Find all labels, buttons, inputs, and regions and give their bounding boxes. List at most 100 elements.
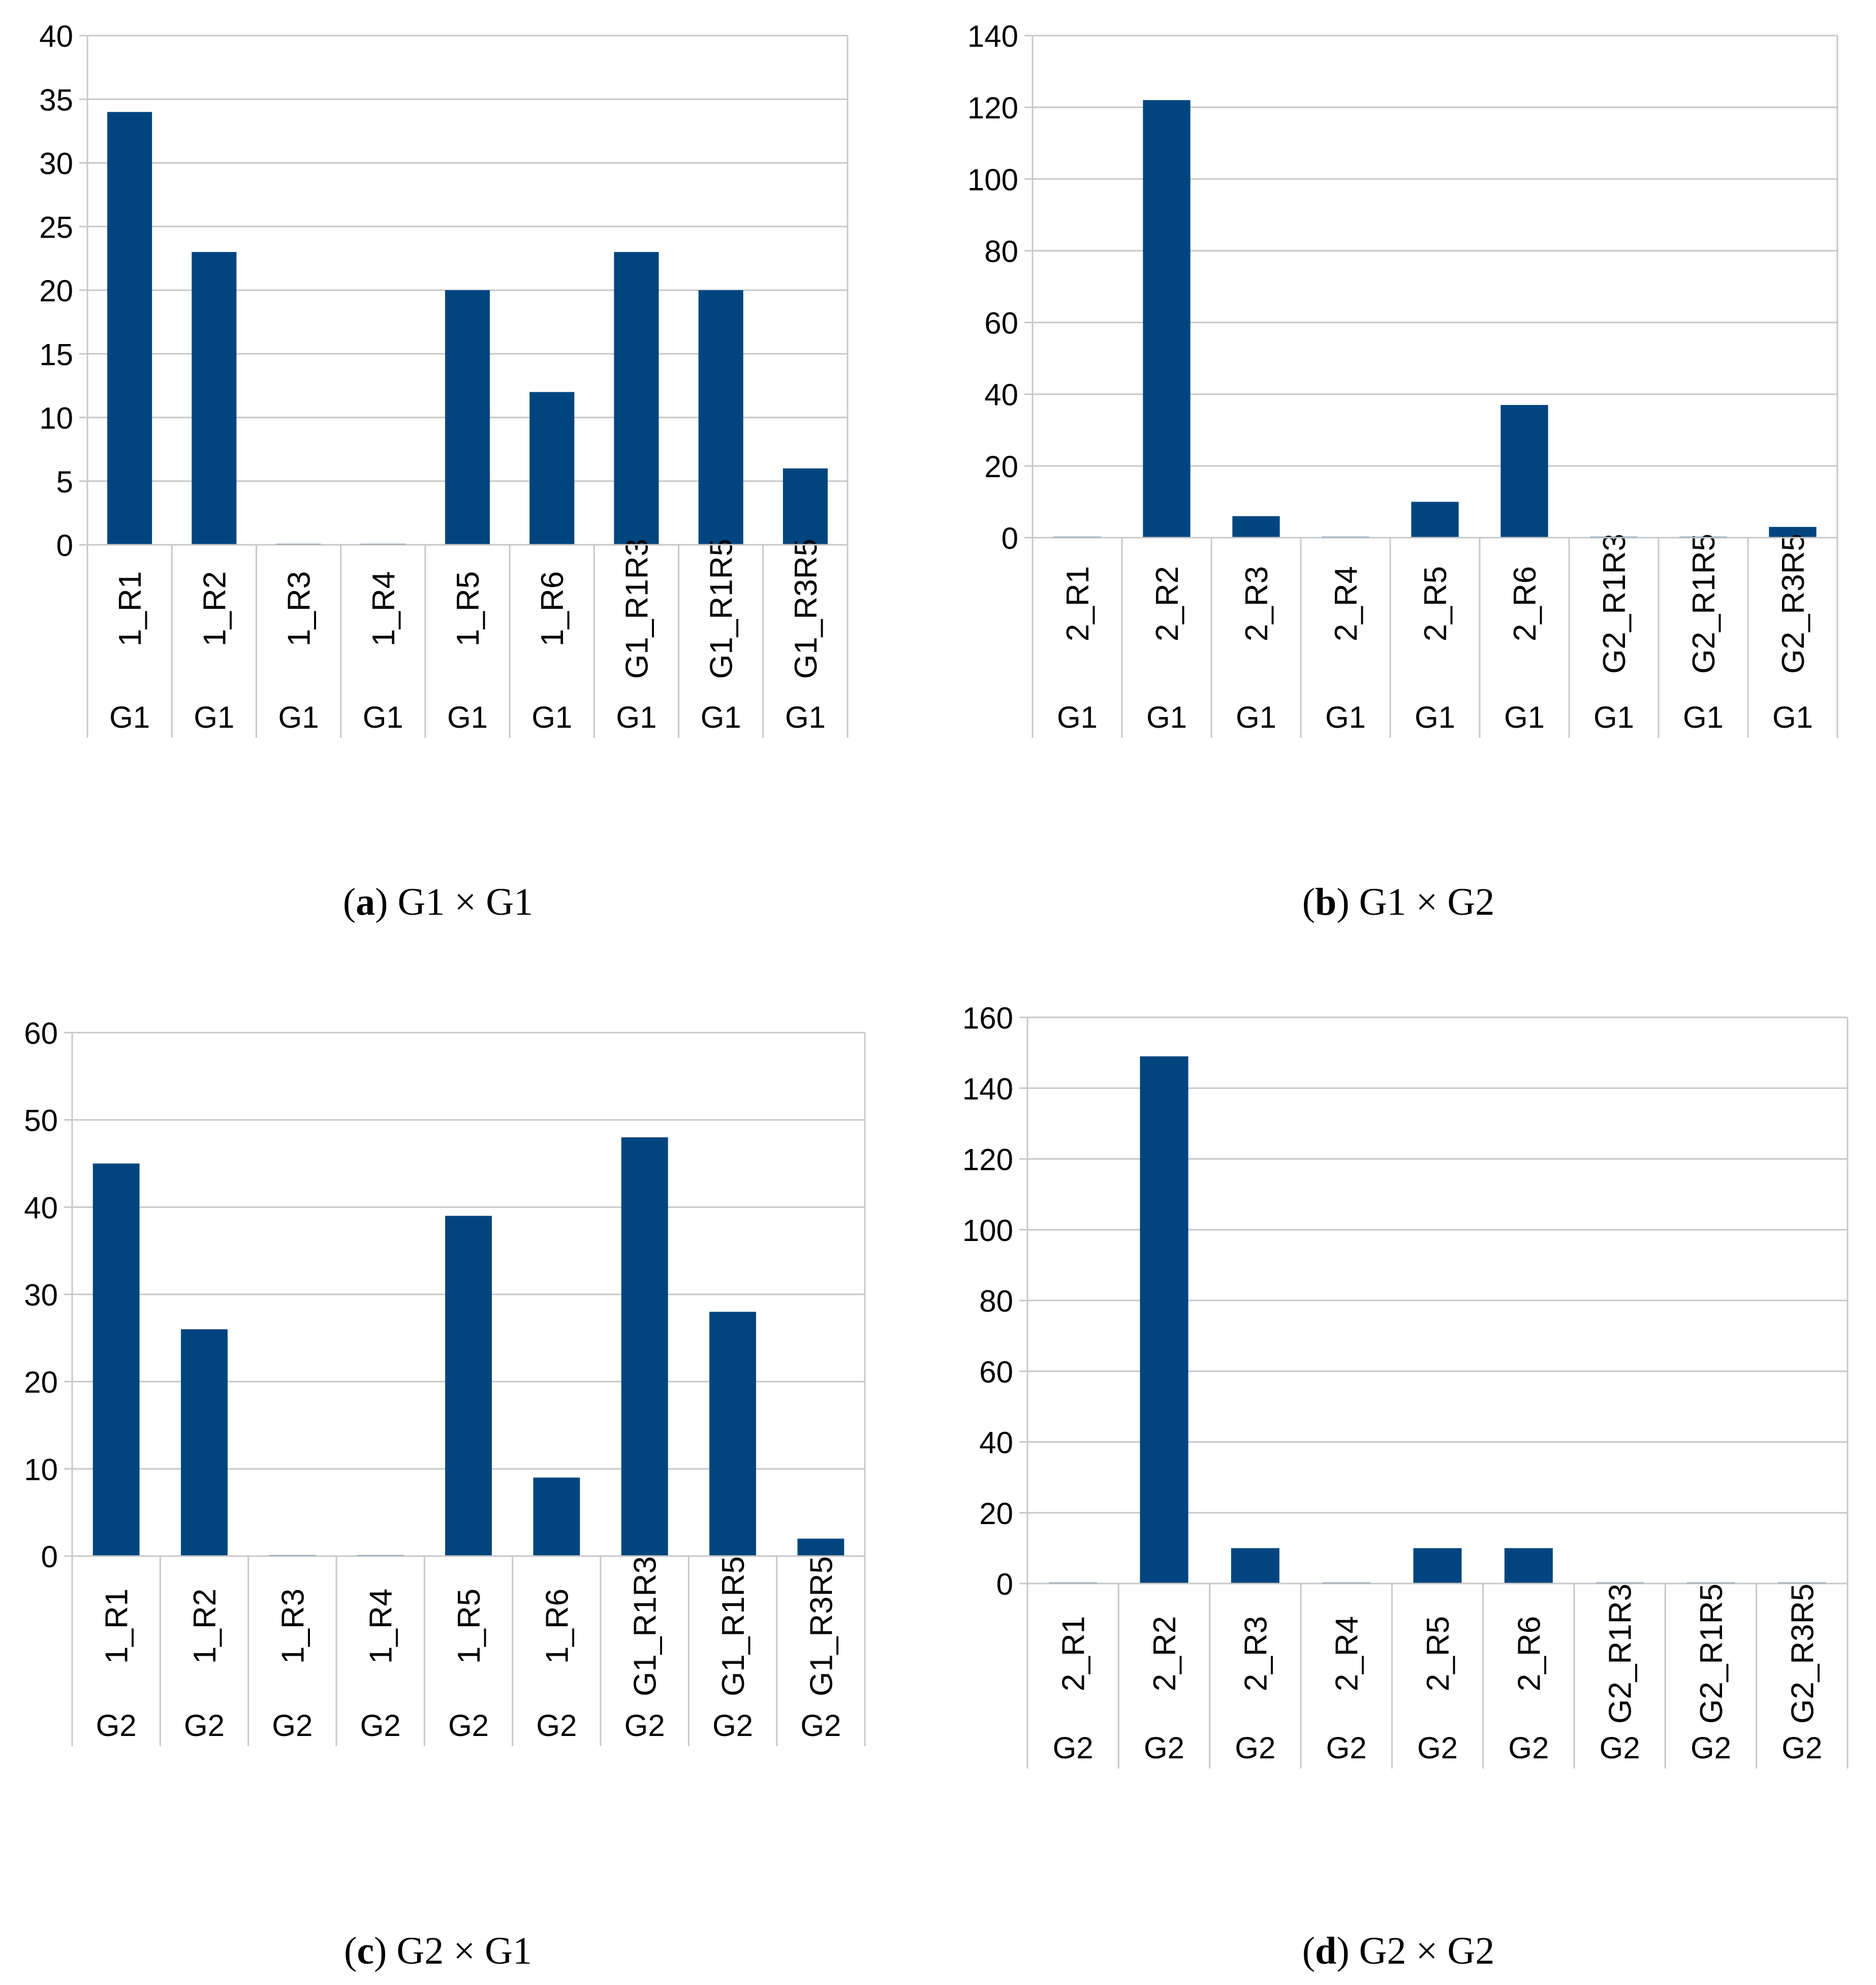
chart-b-group-label: G1 xyxy=(1593,700,1634,734)
chart-c-category-label: 1_R1 xyxy=(100,1589,135,1664)
chart-c-group-label: G2 xyxy=(712,1709,753,1743)
chart-d-category-label: G2_R1R5 xyxy=(1694,1584,1729,1724)
caption-b-letter: b xyxy=(1315,881,1336,923)
chart-d-group-label: G2 xyxy=(1326,1731,1367,1765)
chart-c-group-label: G2 xyxy=(184,1709,225,1743)
chart-d-group-label: G2 xyxy=(1508,1731,1549,1765)
chart-c-ytick-label: 30 xyxy=(24,1278,58,1312)
chart-c-category-label: G1_R1R5 xyxy=(716,1556,751,1696)
chart-b-group-label: G1 xyxy=(1504,700,1545,734)
chart-panel-d: 0 20 40 60 80 100 120 140 160 2_R1 G2 2_R2 G2 2_R3 G2 2… xyxy=(962,1001,1849,1769)
chart-d-group-label: G2 xyxy=(1144,1731,1184,1765)
chart-c-group-label: G2 xyxy=(448,1709,489,1743)
chart-a-bar xyxy=(698,290,743,545)
chart-b-category-label: G2_R3R5 xyxy=(1776,534,1811,674)
chart-d-ytick-label: 20 xyxy=(979,1497,1013,1531)
chart-d-ytick-label: 0 xyxy=(996,1567,1013,1601)
chart-d-category-label: 2_R2 xyxy=(1147,1616,1182,1691)
caption-d-letter: d xyxy=(1315,1930,1336,1972)
chart-c-ytick-label: 60 xyxy=(24,1016,58,1050)
chart-b-group-label: G1 xyxy=(1415,700,1455,734)
chart-d-category-label: 2_R6 xyxy=(1512,1616,1547,1691)
chart-panel-c: 0 10 20 30 40 50 60 1_R1 G2 1_R2 G2 1_R3 G2 1_R4 G2 1_R… xyxy=(24,1016,866,1746)
chart-b-category-label: 2_R1 xyxy=(1060,566,1096,641)
chart-c-group-label: G2 xyxy=(624,1709,665,1743)
chart-b-ytick-label: 0 xyxy=(1002,521,1018,555)
chart-d-ytick-label: 100 xyxy=(962,1214,1013,1248)
chart-d-group-label: G2 xyxy=(1691,1731,1731,1765)
chart-a-ytick-label: 35 xyxy=(39,83,73,117)
chart-b-ytick-label: 140 xyxy=(967,19,1018,53)
chart-a-group-label: G1 xyxy=(278,700,319,734)
chart-c-bar xyxy=(533,1477,580,1556)
chart-a-category-label: G1_R3R5 xyxy=(789,539,824,679)
chart-d-ytick-label: 140 xyxy=(962,1072,1013,1106)
chart-b-bar xyxy=(1769,526,1817,538)
chart-b-ytick-label: 60 xyxy=(984,306,1018,340)
chart-a-category-label: 1_R6 xyxy=(535,571,570,646)
chart-c-ytick-label: 50 xyxy=(24,1104,58,1138)
chart-c-ytick-label: 10 xyxy=(24,1452,58,1486)
chart-a-category-label: 1_R1 xyxy=(113,571,148,646)
chart-a-group-label: G1 xyxy=(194,700,234,734)
chart-a-group-label: G1 xyxy=(109,700,150,734)
chart-a-bar xyxy=(192,252,237,545)
chart-a-category-label: 1_R4 xyxy=(366,571,401,646)
chart-panel-b: 0 20 40 60 80 100 120 140 2_R1 G1 2_R2 G1 2_R3 G1 2_R4… xyxy=(967,19,1838,738)
chart-a-group-label: G1 xyxy=(447,700,488,734)
caption-a-letter: a xyxy=(356,881,375,923)
chart-b-category-label: G2_R1R3 xyxy=(1597,534,1632,674)
chart-b-bar xyxy=(1411,502,1459,538)
caption-d: (d) G2 × G2 xyxy=(1302,1930,1495,1972)
chart-c-bar xyxy=(797,1538,845,1556)
caption-a: (a) G1 × G1 xyxy=(343,881,533,923)
caption-c: (c) G2 × G1 xyxy=(344,1930,532,1972)
chart-b-category-label: G2_R1R5 xyxy=(1686,534,1722,674)
chart-d-ytick-label: 80 xyxy=(979,1284,1013,1318)
caption-c-title: G2 × G1 xyxy=(396,1930,532,1972)
chart-c-ytick-label: 40 xyxy=(24,1191,58,1225)
chart-d-category-label: 2_R3 xyxy=(1238,1616,1273,1691)
chart-b-ytick-label: 100 xyxy=(967,163,1018,197)
chart-d-category-label: 2_R1 xyxy=(1056,1616,1091,1691)
caption-d-title: G2 × G2 xyxy=(1359,1930,1495,1972)
chart-b-group-label: G1 xyxy=(1325,700,1366,734)
chart-b-category-label: 2_R6 xyxy=(1508,566,1543,641)
chart-d-bar xyxy=(1504,1548,1553,1584)
chart-c-category-label: 1_R3 xyxy=(275,1589,310,1664)
chart-b-bar xyxy=(1143,100,1191,538)
chart-a-group-label: G1 xyxy=(701,700,741,734)
chart-a-ytick-label: 5 xyxy=(56,465,73,499)
chart-d-ytick-label: 160 xyxy=(962,1001,1013,1035)
chart-a-ytick-label: 30 xyxy=(39,147,73,181)
chart-b-ytick-label: 80 xyxy=(984,234,1018,268)
chart-c-group-label: G2 xyxy=(536,1709,577,1743)
chart-c-group-label: G2 xyxy=(800,1709,841,1743)
chart-a-group-label: G1 xyxy=(785,700,826,734)
chart-b-ytick-label: 20 xyxy=(984,450,1018,484)
caption-a-title: G1 × G1 xyxy=(397,881,533,923)
chart-a-category-label: 1_R5 xyxy=(451,571,486,646)
chart-a-category-label: 1_R3 xyxy=(282,571,317,646)
chart-c-category-label: 1_R6 xyxy=(540,1589,575,1664)
chart-a-ytick-label: 15 xyxy=(39,337,73,371)
chart-b-group-label: G1 xyxy=(1772,700,1813,734)
chart-d-category-label: 2_R4 xyxy=(1330,1616,1365,1691)
chart-a-ytick-label: 10 xyxy=(39,401,73,436)
chart-c-bar xyxy=(621,1137,668,1556)
chart-c-ytick-label: 20 xyxy=(24,1366,58,1400)
chart-c-bar xyxy=(92,1163,140,1556)
chart-d-category-label: G2_R1R3 xyxy=(1603,1584,1638,1724)
chart-c-ytick-label: 0 xyxy=(41,1540,58,1574)
chart-b-ytick-label: 40 xyxy=(984,378,1018,412)
chart-d-category-label: 2_R5 xyxy=(1421,1616,1456,1691)
chart-d-bar xyxy=(1140,1056,1189,1584)
chart-d-group-label: G2 xyxy=(1235,1731,1275,1765)
chart-a-bar xyxy=(529,392,575,545)
chart-a-category-label: 1_R2 xyxy=(197,571,232,646)
chart-d-bar xyxy=(1231,1548,1279,1584)
chart-a-ytick-label: 20 xyxy=(39,274,73,308)
chart-b-category-label: 2_R4 xyxy=(1329,566,1364,641)
chart-c-category-label: 1_R4 xyxy=(364,1589,399,1664)
